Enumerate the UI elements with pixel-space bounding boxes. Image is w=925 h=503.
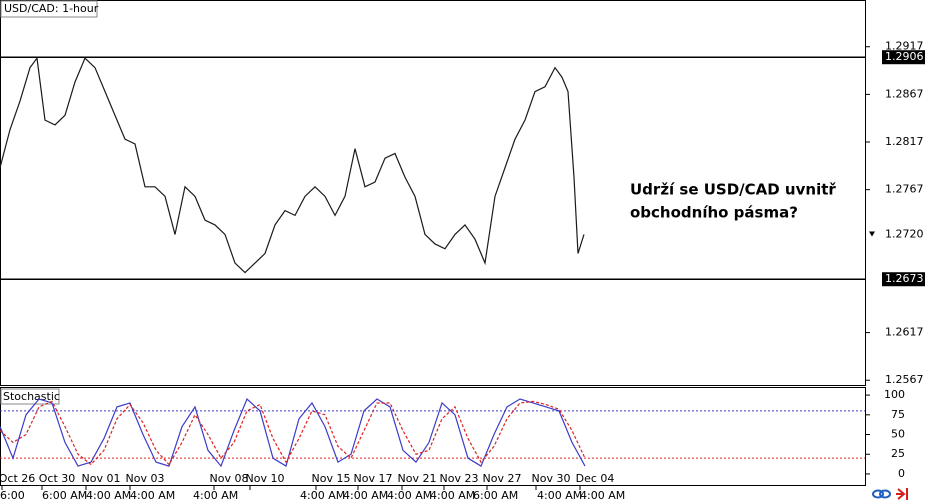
level-label: 1.2906 [885, 50, 924, 63]
stoch-tick-label: 0 [898, 467, 905, 480]
x-time-label: 4:00 AM [86, 489, 131, 502]
stoch-line [0, 400, 586, 466]
x-date-label: Nov 01 [82, 472, 121, 485]
title-box [0, 0, 98, 18]
y-tick-label: 1.2767 [885, 183, 924, 196]
current-price-marker [869, 231, 875, 237]
stoch-tick-label: 100 [884, 388, 905, 401]
y-tick-label: 1.2867 [885, 87, 924, 100]
stoch-tick-label: 50 [891, 428, 905, 441]
x-time-label: 6:00 AM [42, 489, 87, 502]
x-date-label: Nov 21 [398, 472, 437, 485]
y-tick-label: 1.2817 [885, 135, 924, 148]
x-date-label: Oct 30 [39, 472, 76, 485]
x-time-label: 4:00 AM [193, 489, 238, 502]
x-time-label: 6:00 [0, 489, 25, 502]
x-date-label: Oct 26 [0, 472, 35, 485]
price-line [0, 56, 585, 274]
y-tick-label: 1.2617 [885, 326, 924, 339]
x-date-label: Dec 04 [576, 472, 615, 485]
level-label: 1.2673 [885, 272, 924, 285]
annotation: obchodního pásma? [630, 204, 798, 222]
x-date-label: Nov 17 [354, 472, 393, 485]
x-date-label: Nov 27 [483, 472, 522, 485]
x-time-label: 4:00 AM [300, 489, 345, 502]
y-tick-label: 1.2917 [885, 40, 924, 53]
annotation: Udrží se USD/CAD uvnitř [630, 181, 836, 199]
y-tick-label: 1.2567 [885, 373, 924, 386]
icons[interactable] [872, 488, 908, 500]
x-time-label: 4:00 AM [343, 489, 388, 502]
current-price-label: 1.2720 [885, 227, 924, 240]
x-time-label: 4:00 AM [130, 489, 175, 502]
x-time-label: 4:00 AM [387, 489, 432, 502]
level-label-box [882, 272, 925, 287]
x-date-label: Nov 15 [312, 472, 351, 485]
x-date-label: Nov 08 [210, 472, 249, 485]
stoch-tick-label: 75 [891, 408, 905, 421]
x-time-label: 6:00 AM [473, 489, 518, 502]
chart-title: USD/CAD: 1-hour [4, 2, 99, 15]
stoch-tick-label: 25 [891, 447, 905, 460]
stoch-line [0, 398, 586, 468]
x-time-label: 4:00 AM [430, 489, 475, 502]
x-time-label: 4:00 AM [537, 489, 582, 502]
stoch-frame [0, 387, 866, 486]
x-date-label: Nov 03 [126, 472, 165, 485]
x-date-label: Nov 23 [440, 472, 479, 485]
main-frame [0, 0, 866, 386]
x-date-label: Nov 30 [532, 472, 571, 485]
x-time-label: 4:00 AM [580, 489, 625, 502]
x-date-label: Nov 10 [246, 472, 285, 485]
stoch-title: Stochastic [3, 390, 60, 403]
level-label-box [882, 50, 925, 65]
